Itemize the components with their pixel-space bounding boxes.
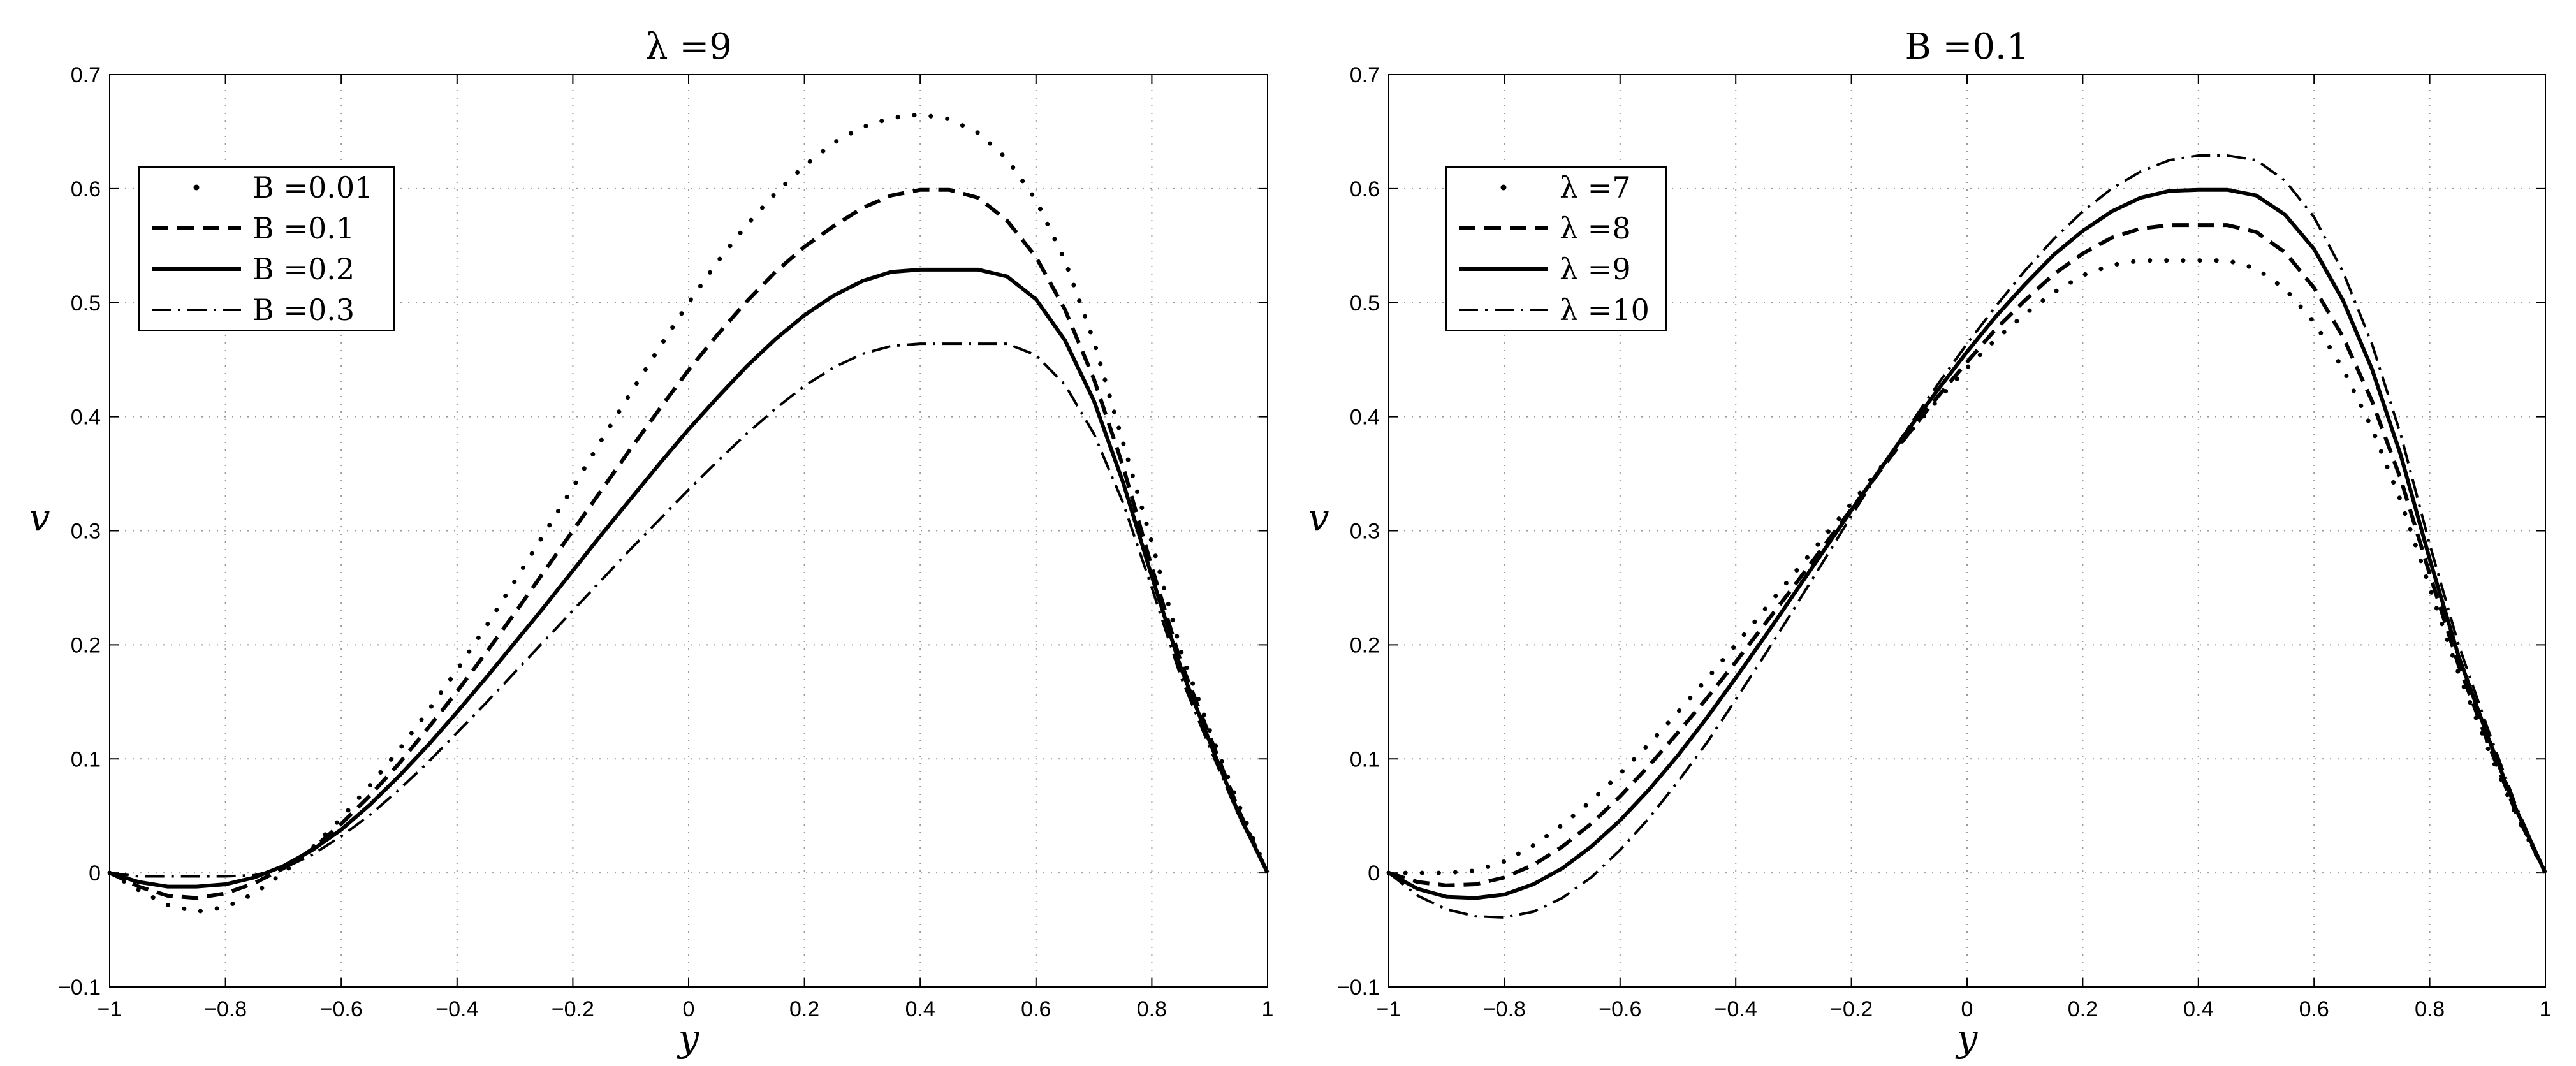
x-tick-label: 0.6 (1021, 997, 1051, 1021)
y-axis-label: v (1308, 496, 1329, 539)
x-tick-label: −0.6 (1599, 997, 1641, 1021)
x-tick-label: 1 (1262, 997, 1274, 1021)
x-tick-label: −0.2 (552, 997, 594, 1021)
chart-title: B =0.1 (1905, 26, 2030, 68)
y-tick-label: 0.6 (71, 177, 101, 201)
y-tick-label: 0.5 (1350, 291, 1380, 316)
legend-marker-0 (193, 184, 200, 191)
legend-label-2: B =0.2 (252, 252, 355, 286)
legend: B =0.01 B =0.1 B =0.2 B =0.3 (138, 166, 395, 331)
y-tick-label: 0.6 (1350, 177, 1380, 201)
x-axis-label: y (1955, 1016, 1979, 1060)
legend-box (138, 166, 395, 331)
legend: λ =7 λ =8 λ =9 λ =10 (1445, 166, 1667, 331)
series-line-1 (1388, 223, 2547, 887)
legend-label-1: B =0.1 (252, 211, 355, 245)
legend-marker-0 (1500, 184, 1507, 191)
x-tick-label: 0.4 (905, 997, 935, 1021)
x-tick-label: 0.8 (1137, 997, 1167, 1021)
y-tick-label: −0.1 (58, 975, 101, 1000)
y-tick-label: 0.3 (1350, 520, 1380, 544)
legend-label-3: B =0.3 (252, 293, 355, 327)
x-tick-label: 0.8 (2415, 997, 2445, 1021)
y-tick-label: 0.4 (1350, 405, 1380, 430)
legend-label-3: λ =10 (1560, 293, 1650, 327)
y-axis-label: v (29, 496, 50, 539)
y-tick-label: 0.4 (71, 405, 101, 430)
y-tick-label: 0.1 (71, 747, 101, 771)
legend-label-0: λ =7 (1560, 170, 1631, 205)
y-tick-label: 0.2 (1350, 633, 1380, 657)
y-tick-label: 0.7 (71, 63, 101, 87)
y-tick-label: 0.1 (1350, 747, 1380, 771)
x-tick-label: −1 (1377, 997, 1401, 1021)
series-line-2 (109, 267, 1270, 889)
y-tick-label: 0 (89, 861, 101, 886)
y-tick-label: 0.3 (71, 520, 101, 544)
x-tick-label: 0.4 (2183, 997, 2213, 1021)
x-tick-label: −0.2 (1830, 997, 1873, 1021)
x-tick-label: −0.8 (1483, 997, 1526, 1021)
y-tick-label: 0.5 (71, 291, 101, 316)
legend-box (1445, 166, 1667, 331)
chart-panel-b-0-1: B =0.1 y v −1 −0.8 −0.6 −0.4 −0.2 0 0.2 0.4 0.6 0… (1308, 26, 2552, 1060)
x-tick-label: −0.4 (1715, 997, 1757, 1021)
chart-title: λ =9 (645, 26, 732, 68)
y-tick-label: 0.7 (1350, 63, 1380, 87)
chart-panel-lambda-9: λ =9 y v −1 −0.8 −0.6 −0.4 −0.2 0 0.2 0.4 0.6 0.8… (29, 26, 1274, 1060)
series-line-2 (1387, 187, 2547, 900)
y-tick-label: −0.1 (1337, 975, 1380, 1000)
series-line-3 (109, 342, 1269, 878)
x-tick-label: 0 (683, 997, 695, 1021)
x-tick-label: −0.6 (320, 997, 363, 1021)
y-tick-label: 0 (1368, 861, 1380, 886)
x-tick-label: 0.2 (789, 997, 819, 1021)
x-tick-label: −0.4 (435, 997, 478, 1021)
x-tick-label: 0.6 (2299, 997, 2329, 1021)
x-tick-label: −1 (98, 997, 122, 1021)
series-line-0 (1386, 258, 2548, 875)
legend-label-0: B =0.01 (252, 170, 373, 205)
x-axis-label: y (677, 1016, 700, 1060)
x-tick-label: 0 (1961, 997, 1973, 1021)
y-tick-label: 0.2 (71, 633, 101, 657)
x-tick-label: 1 (2540, 997, 2552, 1021)
legend-label-2: λ =9 (1560, 252, 1631, 286)
x-tick-label: −0.8 (204, 997, 247, 1021)
legend-label-1: λ =8 (1560, 211, 1631, 245)
x-tick-label: 0.2 (2068, 997, 2098, 1021)
